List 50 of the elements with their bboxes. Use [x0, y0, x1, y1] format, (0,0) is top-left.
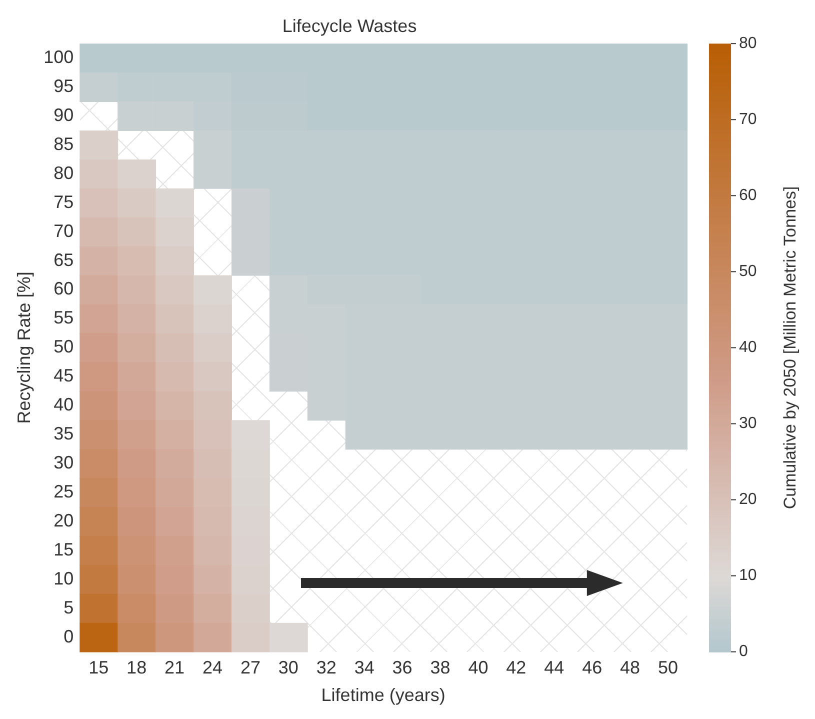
- y-tick-label: 70: [54, 220, 74, 241]
- y-tick-label: 15: [54, 539, 74, 560]
- y-tick-label: 30: [54, 452, 74, 473]
- color-bar-label: 10: [739, 567, 757, 584]
- color-bar-label: 60: [739, 187, 757, 204]
- y-tick-label: 50: [54, 336, 74, 357]
- y-tick-label: 25: [54, 481, 74, 502]
- x-tick-label: 44: [544, 658, 564, 678]
- y-tick-label: 35: [54, 424, 74, 444]
- color-bar-label: 40: [739, 339, 757, 356]
- y-tick-label: 90: [54, 104, 74, 125]
- color-bar-label: 20: [739, 491, 757, 508]
- x-tick-label: 48: [620, 658, 640, 678]
- color-bar-label: 30: [739, 415, 757, 432]
- y-tick-label: 55: [54, 308, 74, 328]
- x-tick-label: 34: [354, 658, 374, 678]
- y-tick-label: 100: [44, 47, 74, 68]
- x-tick-label: 50: [658, 658, 678, 678]
- color-bar-title: Cumulative by 2050 [Million Metric Tonnes]: [780, 186, 800, 510]
- y-tick-label: 5: [64, 597, 74, 618]
- y-tick-label: 65: [54, 250, 74, 270]
- color-bar-label: 0: [739, 643, 748, 660]
- color-bar-label: 50: [739, 263, 757, 280]
- x-tick-label: 24: [202, 658, 223, 678]
- y-tick-label: 80: [54, 162, 74, 183]
- x-tick-label: 18: [126, 658, 147, 678]
- y-tick-label: 10: [54, 568, 74, 588]
- color-bar-label: 80: [739, 35, 757, 52]
- y-tick-label: 60: [54, 278, 74, 299]
- y-tick-label: 95: [54, 76, 74, 96]
- x-tick-label: 30: [278, 658, 298, 678]
- x-tick-label: 36: [392, 658, 412, 678]
- y-tick-label: 85: [54, 134, 74, 154]
- x-tick-label: 38: [430, 658, 450, 678]
- chart-title: Lifecycle Wastes: [282, 16, 417, 36]
- x-tick-label: 32: [316, 658, 336, 678]
- x-tick-label: 42: [506, 658, 526, 678]
- x-axis-title: Lifetime (years): [321, 685, 446, 706]
- x-tick-label: 40: [468, 658, 488, 678]
- y-tick-label: 40: [54, 394, 74, 415]
- y-tick-label: 20: [54, 510, 74, 530]
- y-tick-label: 75: [54, 192, 74, 212]
- x-tick-label: 27: [240, 658, 260, 678]
- x-tick-label: 15: [88, 658, 109, 678]
- x-tick-label: 21: [164, 658, 185, 678]
- x-tick-label: 46: [582, 658, 602, 678]
- y-tick-label: 45: [54, 366, 74, 386]
- y-axis-title: Recycling Rate [%]: [14, 272, 34, 424]
- y-tick-label: 0: [64, 626, 74, 646]
- color-bar-label: 70: [739, 111, 757, 128]
